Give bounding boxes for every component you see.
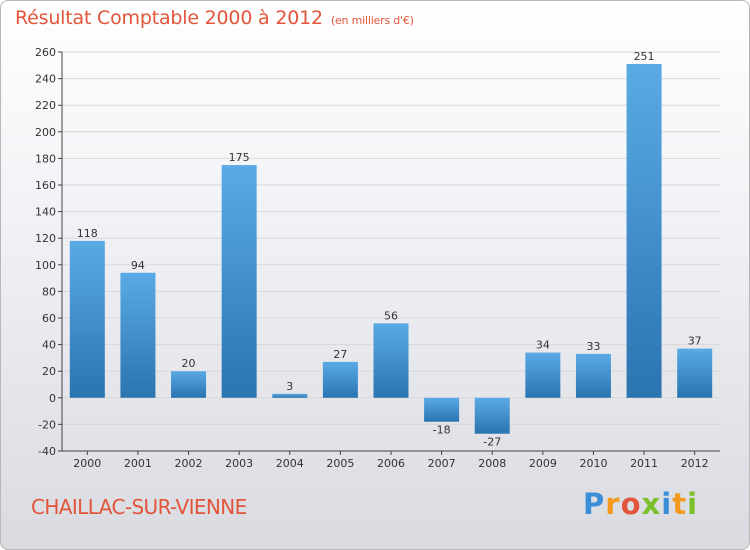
data-label-2007: -18 <box>433 424 451 437</box>
bar-2009 <box>525 352 561 398</box>
bar-2002 <box>171 371 207 398</box>
logo-letter: P <box>583 487 606 521</box>
data-label-2003: 175 <box>229 151 250 164</box>
x-tick-label: 2006 <box>377 457 405 470</box>
data-label-2011: 251 <box>634 50 655 63</box>
y-tick-label: 80 <box>42 285 56 298</box>
x-tick-label: 2009 <box>529 457 557 470</box>
bar-2006 <box>373 323 409 398</box>
bar-2004 <box>272 393 308 398</box>
data-label-2005: 27 <box>333 348 347 361</box>
bar-2011 <box>626 63 662 398</box>
logo-letter: i <box>661 487 673 521</box>
x-tick-label: 2012 <box>681 457 709 470</box>
y-tick-label: 20 <box>42 365 56 378</box>
data-label-2006: 56 <box>384 309 398 322</box>
bars <box>69 63 713 434</box>
bar-2003 <box>221 165 257 398</box>
y-tick-label: 120 <box>35 232 56 245</box>
y-tick-label: 40 <box>42 339 56 352</box>
data-label-2010: 33 <box>586 340 600 353</box>
y-tick-label: 180 <box>35 152 56 165</box>
y-tick-label: 0 <box>49 392 56 405</box>
y-tick-label: 260 <box>35 46 56 59</box>
data-label-2002: 20 <box>182 357 196 370</box>
logo-letter: t <box>672 487 688 521</box>
x-tick-label: 2001 <box>124 457 152 470</box>
data-label-2009: 34 <box>536 339 550 352</box>
chart-title: Résultat Comptable 2000 à 2012 (en millie… <box>15 7 414 29</box>
x-tick-label: 2005 <box>326 457 354 470</box>
bar-2001 <box>120 272 156 398</box>
bar-2010 <box>575 353 611 398</box>
logo-letter: x <box>641 487 662 521</box>
y-tick-label: 240 <box>35 73 56 86</box>
y-tick-label: -40 <box>38 445 56 458</box>
chart-subtitle: (en milliers d'€) <box>330 14 414 27</box>
bar-2012 <box>677 348 713 398</box>
axes: -40-200204060801001201401601802002202402… <box>35 46 720 470</box>
x-tick-label: 2004 <box>276 457 304 470</box>
bar-2007 <box>424 397 460 422</box>
x-tick-label: 2008 <box>478 457 506 470</box>
bar-2005 <box>322 361 358 398</box>
x-tick-label: 2011 <box>630 457 658 470</box>
data-label-2008: -27 <box>483 436 501 449</box>
y-tick-label: 200 <box>35 126 56 139</box>
x-tick-label: 2007 <box>428 457 456 470</box>
y-tick-label: 60 <box>42 312 56 325</box>
city-name: CHAILLAC-SUR-VIENNE <box>31 495 247 519</box>
data-labels: 118 94 20 175 3 27 56 -18 -27 34 33 251 37 <box>77 50 702 449</box>
x-tick-label: 2003 <box>225 457 253 470</box>
chart-title-text: Résultat Comptable 2000 à 2012 <box>15 7 323 29</box>
bar-2008 <box>474 397 510 434</box>
data-label-2000: 118 <box>77 227 98 240</box>
x-tick-label: 2000 <box>73 457 101 470</box>
y-tick-label: 220 <box>35 99 56 112</box>
data-label-2012: 37 <box>688 335 702 348</box>
y-tick-label: 100 <box>35 259 56 272</box>
proxiti-logo: Proxiti <box>583 487 698 521</box>
data-label-2001: 94 <box>131 259 145 272</box>
x-tick-label: 2002 <box>175 457 203 470</box>
y-tick-label: 160 <box>35 179 56 192</box>
y-tick-label: 140 <box>35 206 56 219</box>
x-tick-label: 2010 <box>579 457 607 470</box>
logo-letter: i <box>687 487 699 521</box>
logo-letter: r <box>605 487 621 521</box>
y-tick-label: -20 <box>38 418 56 431</box>
data-label-2004: 3 <box>286 380 293 393</box>
bar-2000 <box>69 240 105 398</box>
logo-letter: o <box>620 487 642 521</box>
